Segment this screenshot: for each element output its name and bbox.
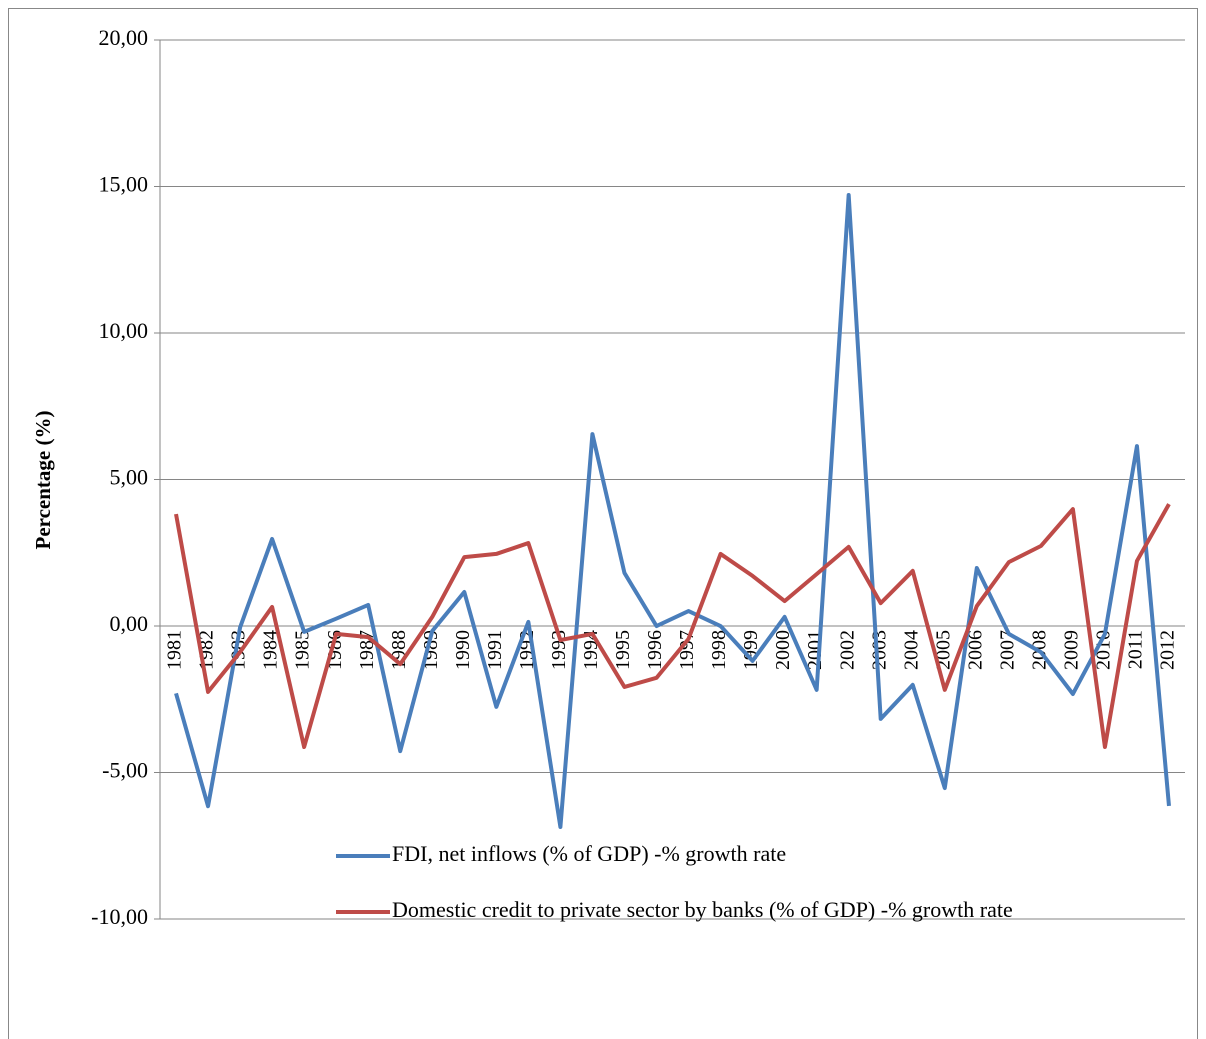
x-tick-label: 2003 xyxy=(868,630,890,670)
x-tick-label: 1981 xyxy=(164,630,186,670)
x-tick-label: 1990 xyxy=(452,630,474,670)
legend-label: FDI, net inflows (% of GDP) -% growth ra… xyxy=(392,841,786,866)
x-tick-label: 2001 xyxy=(804,630,826,670)
x-tick-label: 2007 xyxy=(996,630,1018,670)
y-tick-label: 15,00 xyxy=(99,172,149,197)
x-tick-label: 2002 xyxy=(836,630,858,670)
x-tick-label: 2012 xyxy=(1157,630,1179,670)
legend-label: Domestic credit to private sector by ban… xyxy=(392,897,1013,922)
x-tick-label: 2010 xyxy=(1093,630,1115,670)
y-axis-label: Percentage (%) xyxy=(31,411,55,550)
x-tick-label: 1985 xyxy=(292,630,314,670)
x-tick-label: 2009 xyxy=(1060,630,1082,670)
y-tick-label: -10,00 xyxy=(91,904,148,929)
x-tick-label: 2000 xyxy=(772,630,794,670)
series-line xyxy=(174,503,1171,750)
x-tick-label: 1998 xyxy=(708,630,730,670)
y-tick-label: 5,00 xyxy=(110,465,149,490)
x-tick-label: 1999 xyxy=(740,630,762,670)
x-tick-label: 2006 xyxy=(964,630,986,670)
y-tick-label: 0,00 xyxy=(110,611,149,636)
x-tick-label: 2011 xyxy=(1125,630,1147,669)
x-tick-label: 2004 xyxy=(900,630,922,670)
x-tick-label: 1995 xyxy=(612,630,634,670)
series-line xyxy=(174,192,1171,829)
chart-border xyxy=(8,8,1198,1039)
x-tick-label: 1991 xyxy=(484,630,506,670)
x-tick-label: 1996 xyxy=(644,630,666,670)
y-tick-label: -5,00 xyxy=(102,758,148,783)
y-tick-label: 20,00 xyxy=(99,25,149,50)
x-tick-label: 1997 xyxy=(676,630,698,670)
y-tick-label: 10,00 xyxy=(99,318,149,343)
x-tick-label: 1984 xyxy=(260,630,282,670)
